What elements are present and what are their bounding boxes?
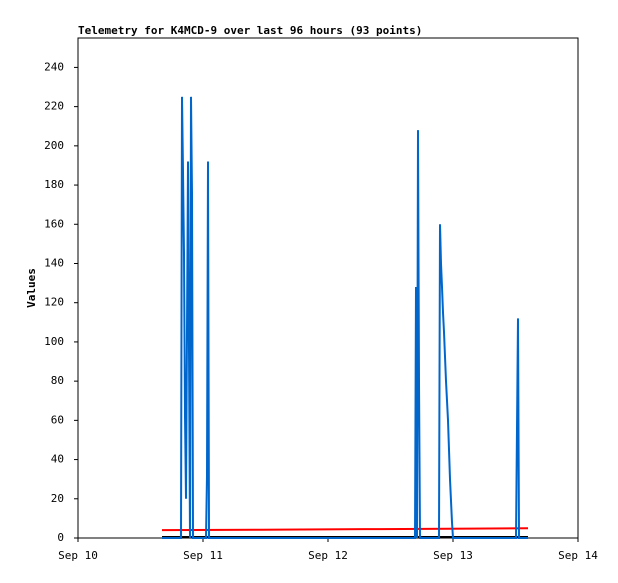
y-tick-label: 120 [44,296,64,309]
x-tick-label: Sep 11 [183,549,223,562]
series-line [161,527,529,532]
y-tick-label: 160 [44,217,64,230]
y-tick-label: 240 [44,60,64,73]
chart-title: Telemetry for K4MCD-9 over last 96 hours… [78,24,422,37]
x-tick-label: Sep 13 [433,549,473,562]
y-tick-label: 220 [44,100,64,113]
y-tick-label: 80 [51,374,64,387]
y-axis-label: Values [25,268,38,308]
x-tick-label: Sep 10 [58,549,98,562]
series-line [162,96,528,539]
y-tick-label: 0 [57,531,64,544]
y-tick-label: 100 [44,335,64,348]
y-tick-label: 60 [51,413,64,426]
y-tick-label: 40 [51,453,64,466]
y-tick-label: 20 [51,492,64,505]
y-tick-label: 140 [44,256,64,269]
x-tick-label: Sep 14 [558,549,598,562]
y-tick-label: 180 [44,178,64,191]
y-tick-label: 200 [44,139,64,152]
x-tick-label: Sep 12 [308,549,348,562]
